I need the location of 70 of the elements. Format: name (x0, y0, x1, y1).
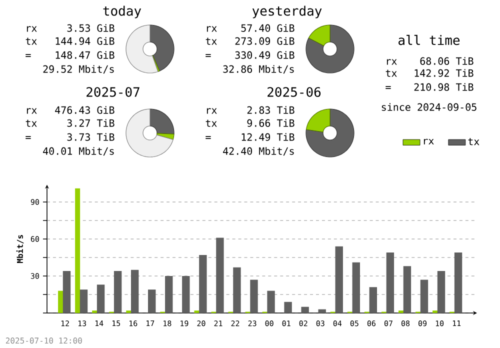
text: 29.52 Mbit/s (43, 65, 114, 74)
bar (114, 271, 122, 313)
text: 3.53 GiB (67, 24, 114, 32)
legend-label: tx (468, 138, 480, 146)
bar (148, 290, 156, 313)
text: 148.47 GiB (56, 51, 114, 59)
text: 330.49 GiB (235, 51, 294, 59)
bar (130, 270, 139, 313)
text: tx (206, 120, 217, 127)
bar (62, 271, 71, 313)
bar (199, 255, 207, 313)
bar (301, 306, 309, 313)
bar (318, 309, 326, 313)
text: 42.40 Mbit/s (223, 147, 294, 156)
text: 2025-07-10 12:00 (6, 338, 82, 344)
text: rx (206, 108, 217, 114)
bar (80, 290, 88, 313)
text: = (206, 136, 211, 140)
text: rx (26, 26, 37, 32)
bar (233, 267, 241, 313)
chart-title: 2025-07 (86, 87, 140, 97)
bar (75, 188, 80, 313)
bar (386, 252, 394, 313)
bar (454, 252, 462, 313)
bar (96, 284, 105, 313)
text: 273.09 GiB (235, 37, 294, 45)
bar (267, 290, 275, 313)
text: 476.43 GiB (55, 106, 114, 114)
bar (437, 271, 446, 313)
text: 40.01 Mbit/s (43, 147, 114, 156)
text: 12.49 TiB (242, 133, 294, 141)
bar (352, 262, 360, 313)
text: 144.94 GiB (56, 37, 114, 45)
text: since 2024-09-05 (382, 103, 476, 111)
bar (216, 238, 224, 313)
text: 210.98 TiB (414, 83, 474, 91)
bar (335, 246, 343, 313)
text: 57.40 GiB (241, 24, 294, 32)
text: tx (386, 70, 397, 77)
y-axis-title: Mbit/s (16, 235, 24, 263)
bar (284, 302, 292, 313)
text: 142.92 TiB (414, 69, 474, 77)
text: 3.27 TiB (67, 119, 114, 127)
text: 3.73 TiB (67, 133, 114, 141)
text: = (386, 86, 391, 89)
text: 2.83 TiB (247, 106, 294, 114)
text: = (26, 136, 31, 140)
text: all time (398, 34, 460, 46)
text: tx (26, 38, 37, 45)
bar (250, 280, 258, 313)
bar (165, 276, 173, 313)
text: = (26, 54, 31, 57)
bar (403, 266, 412, 313)
text: 9.66 TiB (247, 119, 294, 127)
chart-title: yesterday (252, 6, 322, 18)
bar (369, 287, 378, 313)
bar (58, 290, 64, 313)
text: rx (206, 26, 217, 32)
text: tx (206, 38, 217, 45)
chart-title: today (103, 6, 142, 18)
chart-title: 2025-06 (268, 87, 321, 97)
text: 68.06 TiB (420, 57, 474, 65)
bar (420, 280, 428, 313)
legend-label: rx (424, 138, 434, 144)
text: rx (26, 108, 37, 114)
text: rx (386, 59, 397, 65)
bar (182, 276, 190, 313)
text: = (206, 54, 211, 57)
text: 32.86 Mbit/s (223, 65, 294, 74)
text: tx (26, 120, 37, 127)
